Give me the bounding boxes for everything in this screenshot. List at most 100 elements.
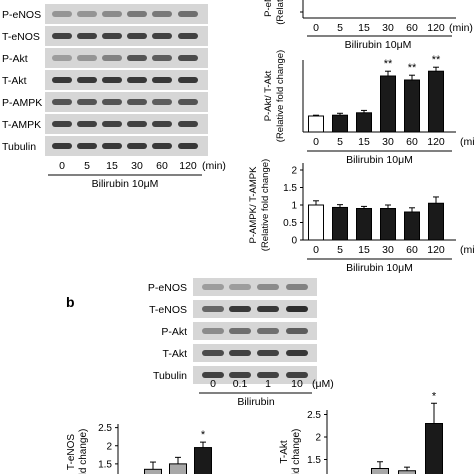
blot-label: P-Akt bbox=[161, 326, 187, 338]
y-tick-label: 1.5 bbox=[283, 183, 297, 194]
x-tick-label: 0 bbox=[313, 244, 319, 256]
blot-label: T-Akt bbox=[2, 75, 27, 87]
bar bbox=[425, 423, 443, 474]
y-tick-label: 2 bbox=[106, 441, 112, 452]
unit-label: (μM) bbox=[312, 378, 334, 390]
x-tick-label: 5 bbox=[337, 136, 343, 148]
blot-strip bbox=[45, 114, 208, 134]
x-tick-label: 0 bbox=[313, 22, 319, 34]
blot-band bbox=[52, 121, 72, 127]
blot-band bbox=[152, 77, 172, 83]
blot-band bbox=[52, 11, 72, 17]
bar bbox=[356, 112, 372, 133]
blot-band bbox=[102, 33, 122, 39]
panel-label: b bbox=[66, 294, 75, 310]
x-tick-label: 15 bbox=[358, 22, 370, 34]
bar bbox=[371, 468, 389, 474]
blot-band bbox=[178, 11, 198, 17]
blot-band bbox=[178, 143, 198, 149]
blot-band bbox=[178, 77, 198, 83]
blot-band bbox=[178, 121, 198, 127]
y-tick-label: 0 bbox=[291, 236, 297, 247]
blot-band bbox=[127, 77, 147, 83]
y-axis-label: P-eN bbox=[263, 0, 274, 17]
blot-band bbox=[77, 33, 97, 39]
x-tick-label: 15 bbox=[358, 244, 370, 256]
y-tick-label: 2 bbox=[315, 433, 321, 444]
lane-label: 0 bbox=[210, 378, 216, 390]
x-tick-label: 30 bbox=[382, 244, 394, 256]
blot-band bbox=[286, 372, 308, 378]
blot-strip bbox=[193, 322, 317, 340]
y-tick-label: 1.5 bbox=[98, 459, 112, 470]
x-tick-label: 30 bbox=[382, 22, 394, 34]
y-axis-label: (Relative fold change) bbox=[275, 50, 286, 142]
lane-label: 0.1 bbox=[233, 378, 248, 390]
bar bbox=[404, 211, 420, 241]
blot-band bbox=[229, 328, 251, 334]
blot-band bbox=[102, 143, 122, 149]
blot-band bbox=[52, 77, 72, 83]
blot-band bbox=[77, 11, 97, 17]
blot-strip bbox=[193, 366, 317, 384]
lane-label: 15 bbox=[106, 160, 118, 172]
blot-label: T-eNOS bbox=[2, 31, 40, 43]
blot-strip bbox=[193, 344, 317, 362]
blot-band bbox=[152, 11, 172, 17]
x-tick-label: 5 bbox=[337, 22, 343, 34]
blot-band bbox=[102, 77, 122, 83]
blot-band bbox=[152, 55, 172, 61]
y-axis-label: ld change) bbox=[291, 429, 302, 474]
blot-strip bbox=[45, 70, 208, 90]
bar bbox=[332, 206, 348, 241]
blot-band bbox=[127, 99, 147, 105]
blot-band bbox=[178, 33, 198, 39]
y-tick-label: 1.5 bbox=[307, 455, 321, 466]
x-tick-label: 120 bbox=[427, 136, 445, 148]
x-unit-label: (min) bbox=[460, 136, 474, 148]
y-tick-label: 0.5 bbox=[283, 218, 297, 229]
bar bbox=[404, 79, 420, 133]
y-axis-label: P-AMPK/ T-AMPK bbox=[248, 166, 259, 244]
blot-band bbox=[127, 33, 147, 39]
y-axis-label: (Relative fold change) bbox=[260, 159, 271, 251]
blot-band bbox=[202, 306, 224, 312]
blot-band bbox=[202, 328, 224, 334]
blot-band bbox=[102, 11, 122, 17]
x-tick-label: 30 bbox=[382, 136, 394, 148]
blot-band bbox=[102, 55, 122, 61]
blot-band bbox=[229, 350, 251, 356]
x-axis-label: Bilirubin 10μM bbox=[346, 154, 413, 166]
lane-label: 5 bbox=[84, 160, 90, 172]
lane-label: 30 bbox=[131, 160, 143, 172]
lane-label: 0 bbox=[59, 160, 65, 172]
blot-label: P-AMPK bbox=[2, 97, 42, 109]
blot-band bbox=[202, 284, 224, 290]
bar bbox=[356, 208, 372, 241]
x-tick-label: 5 bbox=[337, 244, 343, 256]
blot-band bbox=[77, 143, 97, 149]
blot-band bbox=[229, 372, 251, 378]
blot-band bbox=[77, 55, 97, 61]
blot-band bbox=[152, 99, 172, 105]
blot-band bbox=[77, 121, 97, 127]
lane-label: 120 bbox=[179, 160, 197, 172]
significance-label: ** bbox=[384, 58, 393, 70]
blot-strip bbox=[45, 136, 208, 156]
x-axis-label: Bilirubin 10μM bbox=[345, 39, 412, 51]
x-tick-label: 0 bbox=[313, 136, 319, 148]
treatment-label: Bilirubin bbox=[237, 396, 275, 408]
blot-label: T-eNOS bbox=[149, 304, 187, 316]
bar bbox=[144, 468, 162, 474]
blot-band bbox=[229, 306, 251, 312]
x-tick-label: 15 bbox=[358, 136, 370, 148]
treatment-label: Bilirubin 10μM bbox=[92, 178, 159, 190]
blot-band bbox=[127, 121, 147, 127]
bar bbox=[308, 115, 324, 133]
significance-label: ** bbox=[408, 62, 417, 74]
blot-band bbox=[77, 99, 97, 105]
lane-label: 60 bbox=[156, 160, 168, 172]
blot-band bbox=[178, 99, 198, 105]
blot-label: Tubulin bbox=[2, 141, 36, 153]
lane-label: 1 bbox=[265, 378, 271, 390]
